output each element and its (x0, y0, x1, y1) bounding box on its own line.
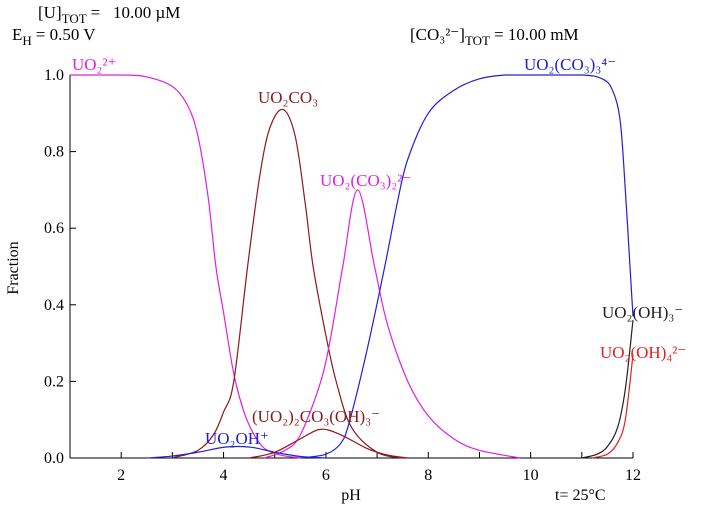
u-tot-label: [U] (38, 3, 62, 22)
svg-text:EH= 0.50 V: EH = 0.50 V (12, 25, 96, 48)
co3-sub: TOT (465, 33, 490, 48)
x-tick-label: 12 (625, 467, 641, 484)
series-label: UO₂(OH)₄²⁻ (600, 343, 686, 362)
header-co3-tot: [CO₃²⁻]TOT = 10.00 mM (410, 25, 579, 48)
series-label: (UO₂)₂CO₃(OH)₃⁻ (252, 407, 380, 426)
x-axis-label: pH (341, 487, 361, 504)
series-line-7 (591, 354, 634, 459)
series-line-3 (300, 74, 634, 459)
series-line-1 (172, 108, 403, 459)
series-line-4 (146, 445, 326, 459)
y-tick-label: 0.0 (44, 450, 64, 467)
curves (69, 74, 634, 459)
y-tick-label: 1.0 (44, 67, 64, 84)
svg-text:[U]TOT= 10.00 µM: [U]TOT = 10.00 µM (38, 3, 180, 26)
x-tick-label: 2 (117, 467, 125, 484)
series-label: UO₂(OH)₃⁻ (602, 303, 683, 322)
y-tick-label: 0.8 (44, 144, 64, 161)
series-labels: UO₂²⁺ UO₂CO₃ UO₂(CO₃)₂²⁻ UO₂(CO₃)₃⁴⁻ UO₂OH⁺ (… (72, 55, 686, 448)
series-label: UO₂(CO₃)₂²⁻ (320, 171, 411, 190)
header-eh: EH = 0.50 V (12, 25, 96, 48)
x-tick-label: 8 (424, 467, 432, 484)
y-tick-label: 0.4 (44, 297, 64, 314)
y-tick-label: 0.6 (44, 220, 64, 237)
x-tick-label: 10 (523, 467, 539, 484)
x-tick-label: 4 (220, 467, 228, 484)
series-line-0 (69, 74, 301, 459)
series-line-6 (581, 320, 634, 459)
co3-value: = 10.00 mM (494, 25, 579, 44)
temperature-label: t= 25°C (555, 487, 606, 504)
series-line-2 (264, 189, 521, 459)
series-label: UO₂CO₃ (258, 88, 318, 107)
series-label: UO₂²⁺ (72, 55, 117, 74)
u-tot-value: = 10.00 µM (91, 3, 181, 22)
axes: 2 4 6 8 10 12 0.0 0.2 0.4 0.6 0.8 1.0 (44, 67, 641, 484)
series-label: UO₂OH⁺ (205, 429, 269, 448)
y-tick-label: 0.2 (44, 373, 64, 390)
x-tick-label: 6 (322, 467, 330, 484)
u-tot-sub: TOT (62, 11, 87, 26)
header-u-tot: [U]TOT = 10.00 µM (38, 3, 180, 26)
eh-value: = 0.50 V (36, 25, 97, 44)
svg-text:[CO₃²⁻]TOT= 10.00 mM: [CO₃²⁻]TOT = 10.00 mM (410, 25, 579, 48)
series-label: UO₂(CO₃)₃⁴⁻ (524, 55, 616, 74)
y-axis-label: Fraction (5, 241, 22, 294)
eh-label: E (12, 25, 22, 44)
eh-sub: H (22, 33, 31, 48)
co3-label: [CO₃²⁻] (410, 25, 465, 44)
series-line-5 (249, 428, 408, 459)
